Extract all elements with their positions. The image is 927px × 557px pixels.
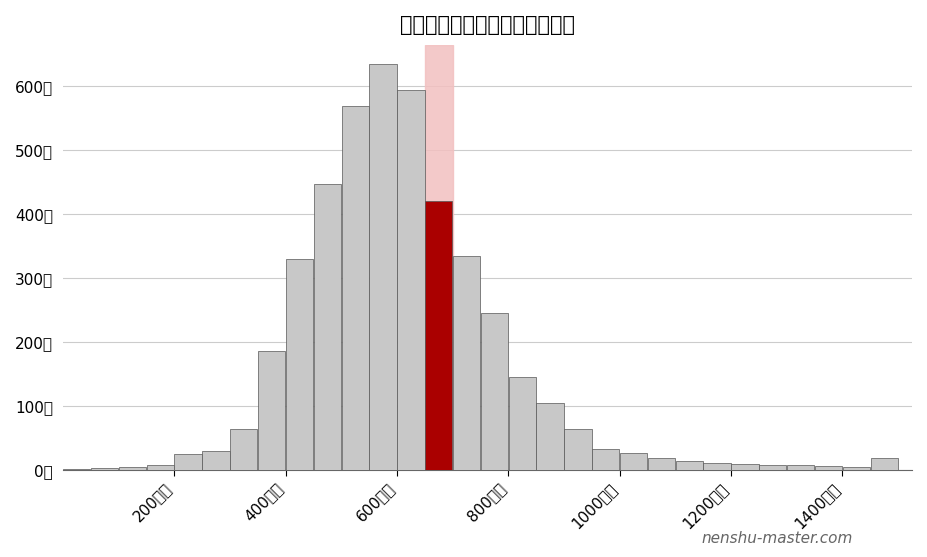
- Bar: [676, 461, 703, 470]
- Bar: [369, 64, 397, 470]
- Bar: [481, 313, 508, 470]
- Bar: [620, 453, 647, 470]
- Bar: [230, 429, 258, 470]
- Bar: [537, 403, 564, 470]
- Bar: [63, 469, 91, 470]
- Bar: [425, 201, 452, 470]
- Bar: [565, 429, 591, 470]
- Bar: [704, 463, 730, 470]
- Bar: [258, 351, 286, 470]
- Bar: [731, 464, 758, 470]
- Bar: [341, 106, 369, 470]
- Bar: [870, 458, 898, 470]
- Bar: [648, 458, 675, 470]
- Bar: [815, 466, 842, 470]
- Bar: [843, 467, 870, 470]
- Bar: [146, 465, 174, 470]
- Bar: [787, 465, 814, 470]
- Bar: [759, 465, 786, 470]
- Bar: [286, 259, 313, 470]
- Bar: [119, 467, 146, 470]
- Bar: [397, 90, 425, 470]
- Title: レオン自動機の年収ポジション: レオン自動機の年収ポジション: [400, 15, 575, 35]
- Bar: [425, 45, 452, 470]
- Bar: [91, 468, 119, 470]
- Bar: [313, 183, 341, 470]
- Bar: [509, 377, 536, 470]
- Bar: [453, 256, 480, 470]
- Bar: [202, 451, 230, 470]
- Bar: [174, 454, 202, 470]
- Text: nenshu-master.com: nenshu-master.com: [702, 531, 853, 546]
- Bar: [592, 448, 619, 470]
